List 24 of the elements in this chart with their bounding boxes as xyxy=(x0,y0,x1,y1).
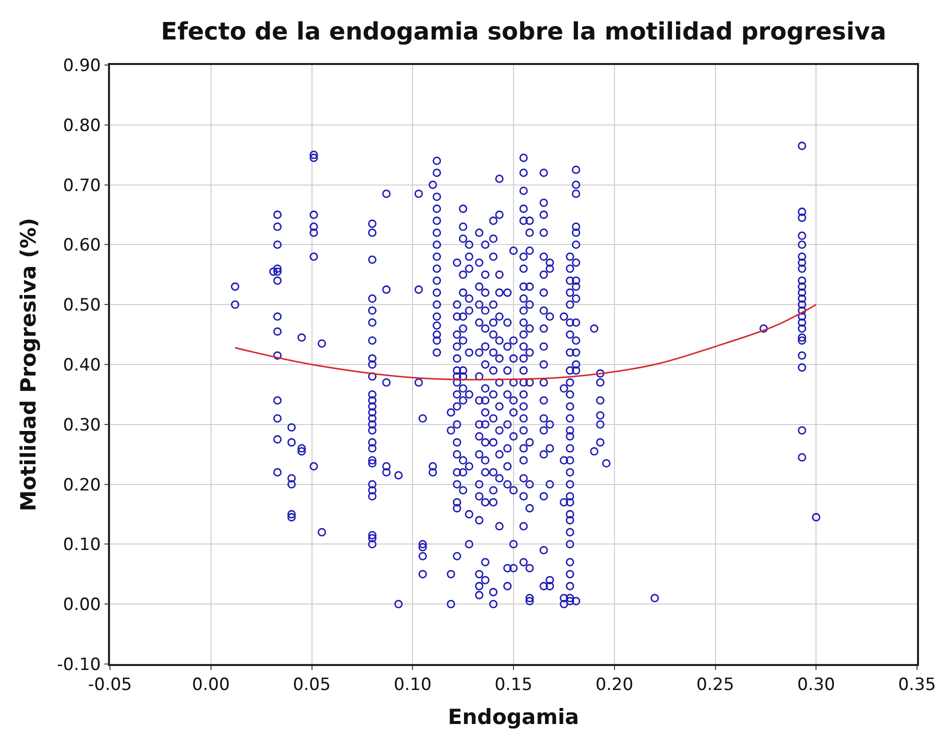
y-tick-label: 0.50 xyxy=(62,296,101,316)
x-tick-label: 0.05 xyxy=(292,675,331,696)
x-axis-title: Endogamia xyxy=(448,704,580,729)
y-tick-label: 0.90 xyxy=(62,56,101,76)
x-tick-label: 0.10 xyxy=(394,675,432,696)
y-tick-label: -0.10 xyxy=(56,654,101,675)
x-tick-label: 0.00 xyxy=(192,675,230,696)
x-tick-label: 0.35 xyxy=(898,675,936,696)
y-tick-label: 0.00 xyxy=(62,595,101,616)
y-tick-label: 0.20 xyxy=(62,475,101,496)
y-tick-label: 0.80 xyxy=(62,116,101,136)
x-tick-label: -0.05 xyxy=(88,675,132,696)
y-tick-label: 0.60 xyxy=(62,236,101,256)
y-tick-label: 0.70 xyxy=(62,176,101,196)
x-tick-label: 0.25 xyxy=(696,675,734,696)
y-tick-label: 0.10 xyxy=(62,535,101,556)
x-tick-label: 0.15 xyxy=(494,675,532,696)
x-tick-label: 0.30 xyxy=(797,675,836,696)
chart-title: Efecto de la endogamia sobre la motilidad progresiva xyxy=(160,17,886,46)
y-tick-label: 0.30 xyxy=(62,415,101,436)
x-tick-label: 0.20 xyxy=(595,675,634,696)
y-tick-label: 0.40 xyxy=(62,355,101,376)
y-axis-title: Motilidad Progresiva (%) xyxy=(16,218,40,512)
line-series xyxy=(234,304,817,380)
